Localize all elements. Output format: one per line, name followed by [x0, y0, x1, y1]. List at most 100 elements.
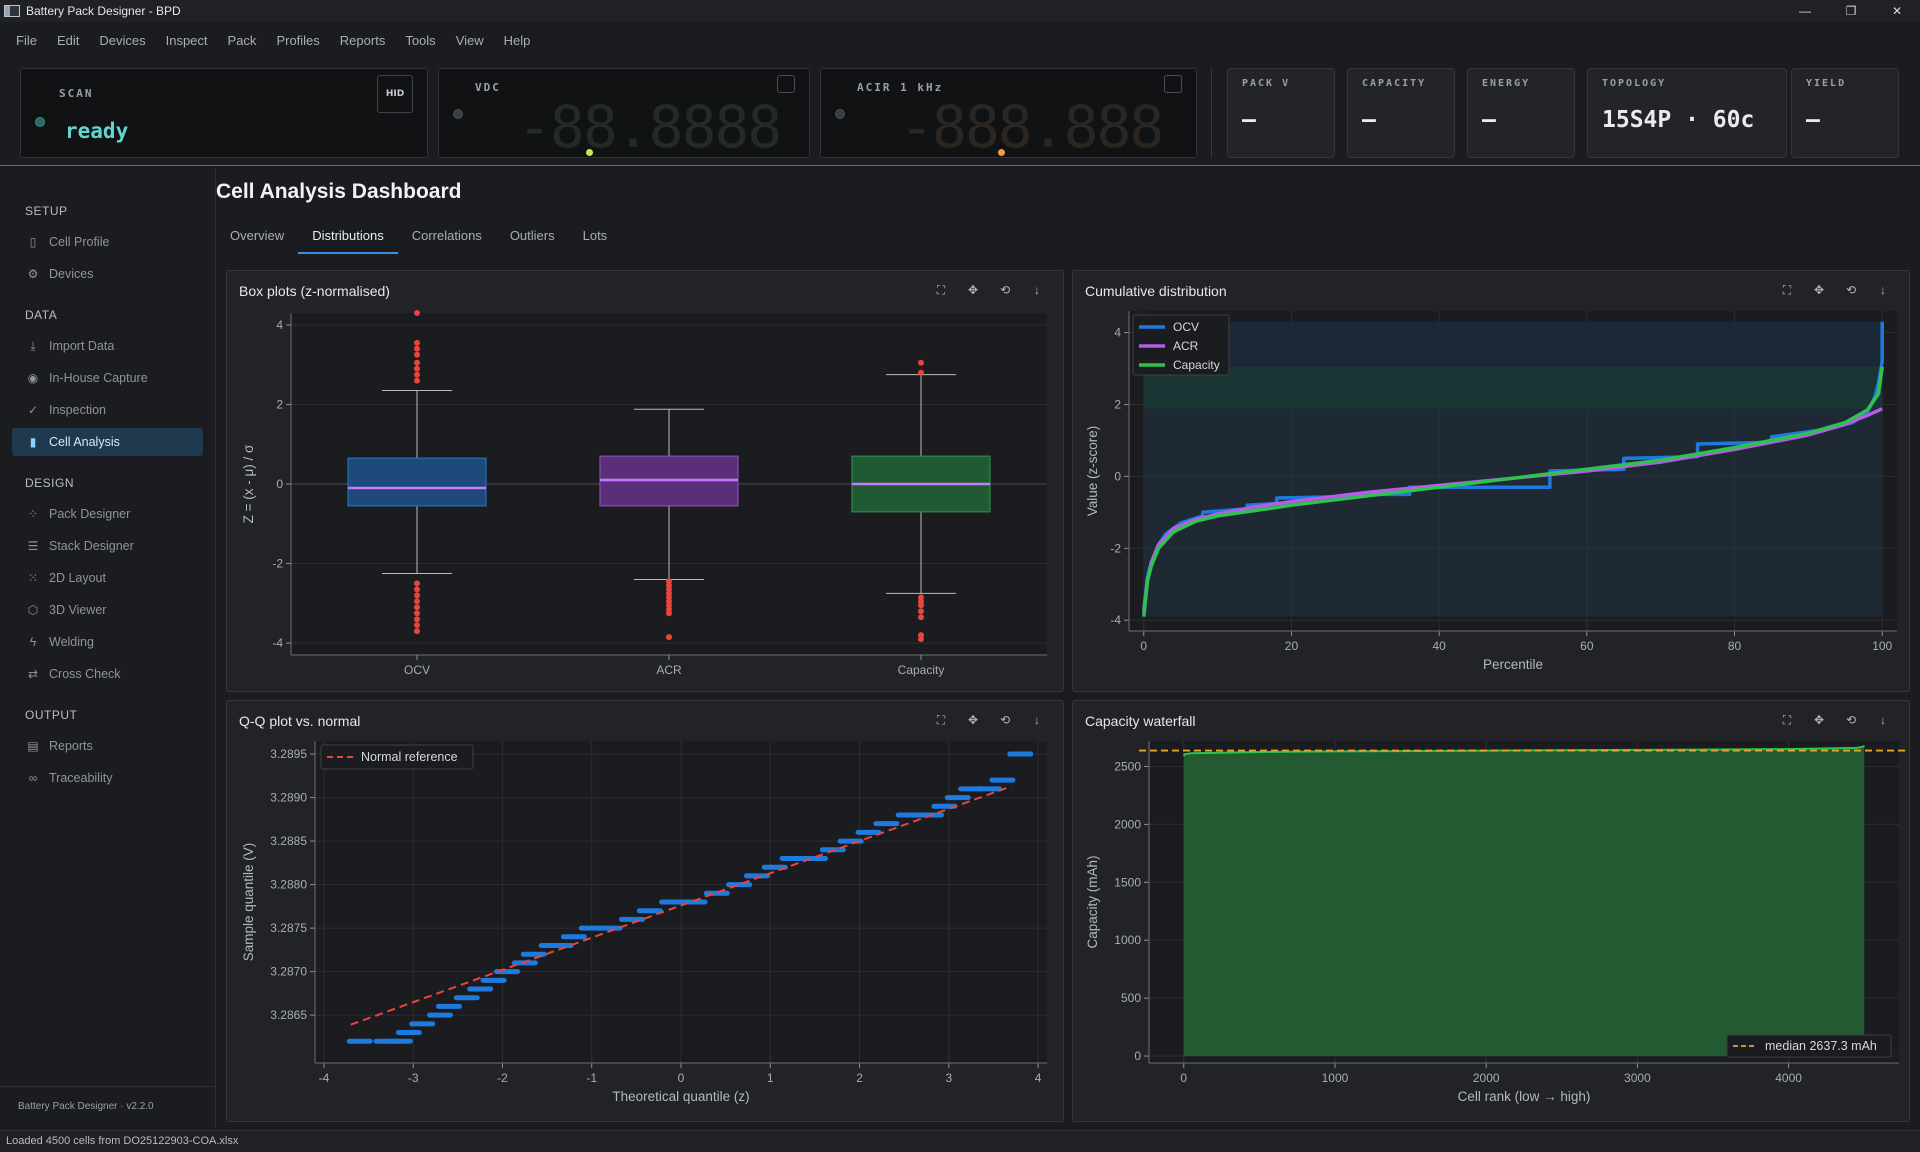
expand-icon[interactable]: ⛶: [1782, 713, 1792, 727]
cdf-panel: -4 -2 0 2 4 0 20 40 60 80 100 Percentile Value (z-sc…: [1072, 270, 1910, 692]
stat-yield: YIELD —: [1791, 68, 1899, 158]
window-controls: — ❐ ✕: [1782, 0, 1920, 22]
sidebar-item-label: Pack Designer: [49, 507, 131, 521]
sidebar-item-cell-profile[interactable]: ▯ Cell Profile: [12, 228, 203, 256]
sample-point: [837, 838, 864, 844]
nav-section-setup: SETUP: [25, 204, 68, 218]
sidebar-item-3d-viewer[interactable]: ⬡ 3D Viewer: [12, 596, 203, 624]
y-tick-label: 1500: [1114, 875, 1141, 889]
y-tick-label: -2: [1110, 541, 1121, 555]
reset-icon[interactable]: ⟲: [999, 283, 1011, 297]
sidebar-item-welding[interactable]: ϟ Welding: [12, 628, 203, 656]
reset-icon[interactable]: ⟲: [1845, 283, 1857, 297]
pan-icon[interactable]: ✥: [1813, 713, 1825, 727]
y-tick-label: 3.2875: [270, 921, 307, 935]
y-tick-label: 4: [276, 318, 283, 332]
vdc-label: VDC: [475, 81, 501, 94]
sidebar-item-inspection[interactable]: ✓ Inspection: [12, 396, 203, 424]
menu-reports[interactable]: Reports: [339, 32, 386, 48]
chart-toolbar: ⛶ ✥ ⟲ ↓: [1771, 713, 1899, 728]
download-icon[interactable]: ↓: [1880, 713, 1886, 727]
minimize-icon[interactable]: —: [1799, 4, 1811, 18]
tab-bar: Overview Distributions Correlations Outl…: [216, 222, 621, 254]
tab-correlations[interactable]: Correlations: [411, 228, 482, 243]
sidebar-item-2d-layout[interactable]: ⁙ 2D Layout: [12, 564, 203, 592]
expand-icon[interactable]: ⛶: [936, 283, 946, 297]
outlier-point: [414, 359, 420, 366]
box: [347, 457, 487, 507]
page-title: Cell Analysis Dashboard: [216, 180, 462, 203]
pan-icon[interactable]: ✥: [967, 283, 979, 297]
menu-file[interactable]: File: [16, 32, 37, 48]
cube-icon: ⬡: [27, 603, 39, 617]
sidebar-item-label: Devices: [49, 267, 94, 281]
sidebar-item-label: 3D Viewer: [49, 603, 107, 617]
stat-label: PACK V: [1242, 78, 1291, 89]
pan-icon[interactable]: ✥: [967, 713, 979, 727]
x-axis-label: Percentile: [1483, 657, 1543, 672]
x-tick-label: 2000: [1473, 1071, 1500, 1085]
bolt-icon: ϟ: [29, 635, 37, 649]
sidebar-item-cell-analysis[interactable]: ▮ Cell Analysis: [12, 428, 203, 456]
sidebar-item-cross-check[interactable]: ⇄ Cross Check: [12, 660, 203, 688]
reset-icon[interactable]: ⟲: [1845, 713, 1857, 727]
download-icon[interactable]: ↓: [1034, 283, 1040, 297]
outlier-point: [414, 310, 420, 316]
menu-pack[interactable]: Pack: [227, 32, 257, 48]
acir-toggle[interactable]: [1164, 75, 1182, 93]
x-tick-label: 0: [678, 1071, 685, 1085]
title-bar: Battery Pack Designer - BPD — ❐ ✕: [0, 0, 1920, 22]
battery-icon: ▯: [29, 235, 37, 249]
sidebar-item-label: In-House Capture: [49, 371, 148, 385]
tab-outliers[interactable]: Outliers: [509, 228, 555, 243]
sidebar-item-stack-designer[interactable]: ☰ Stack Designer: [12, 532, 203, 560]
band-ocv: [1143, 321, 1883, 367]
reset-icon[interactable]: ⟲: [999, 713, 1011, 727]
download-icon[interactable]: ↓: [1034, 713, 1040, 727]
sample-point: [989, 777, 1016, 783]
x-tick-label: 40: [1432, 639, 1446, 653]
sample-point: [976, 786, 1003, 792]
panel-title: Box plots (z-normalised): [239, 283, 390, 299]
x-tick-label: 20: [1285, 639, 1299, 653]
sidebar-item-pack-designer[interactable]: ⁘ Pack Designer: [12, 500, 203, 528]
close-icon[interactable]: ✕: [1891, 4, 1903, 18]
menu-profiles[interactable]: Profiles: [276, 32, 320, 48]
download-icon[interactable]: ↓: [1880, 283, 1886, 297]
sample-point: [636, 908, 663, 914]
x-tick-label: 2: [856, 1071, 863, 1085]
outlier-point: [414, 604, 420, 611]
vdc-toggle[interactable]: [777, 75, 795, 93]
tab-lots[interactable]: Lots: [582, 228, 608, 243]
pan-icon[interactable]: ✥: [1813, 283, 1825, 297]
panel-title: Cumulative distribution: [1085, 283, 1227, 299]
restore-icon[interactable]: ❐: [1845, 4, 1857, 18]
hid-button[interactable]: HID: [377, 75, 413, 113]
sidebar-item-devices[interactable]: ⚙ Devices: [12, 260, 203, 288]
sidebar-item-reports[interactable]: ▤ Reports: [12, 732, 203, 760]
menu-view[interactable]: View: [455, 32, 484, 48]
sidebar-item-in-house-capture[interactable]: ◉ In-House Capture: [12, 364, 203, 392]
outlier-point: [414, 622, 420, 629]
menu-devices[interactable]: Devices: [99, 32, 146, 48]
stat-capacity: CAPACITY —: [1347, 68, 1455, 158]
expand-icon[interactable]: ⛶: [936, 713, 946, 727]
sidebar-item-traceability[interactable]: ∞ Traceability: [12, 764, 203, 792]
tab-distributions[interactable]: Distributions: [298, 222, 398, 254]
y-axis-label: Sample quantile (V): [241, 843, 256, 962]
sidebar-item-label: 2D Layout: [49, 571, 106, 585]
sidebar-item-label: Cross Check: [49, 667, 121, 681]
tab-overview[interactable]: Overview: [230, 228, 285, 243]
menu-help[interactable]: Help: [503, 32, 531, 48]
x-tick-label: 80: [1728, 639, 1742, 653]
sidebar-item-import-data[interactable]: ⤓ Import Data: [12, 332, 203, 360]
sidebar-item-label: Cell Profile: [49, 235, 110, 249]
menu-inspect[interactable]: Inspect: [165, 32, 208, 48]
expand-icon[interactable]: ⛶: [1782, 283, 1792, 297]
menu-tools[interactable]: Tools: [405, 32, 436, 48]
menu-edit[interactable]: Edit: [56, 32, 80, 48]
outlier-point: [414, 628, 420, 635]
sample-point: [596, 925, 623, 931]
outlier-point: [918, 369, 924, 376]
